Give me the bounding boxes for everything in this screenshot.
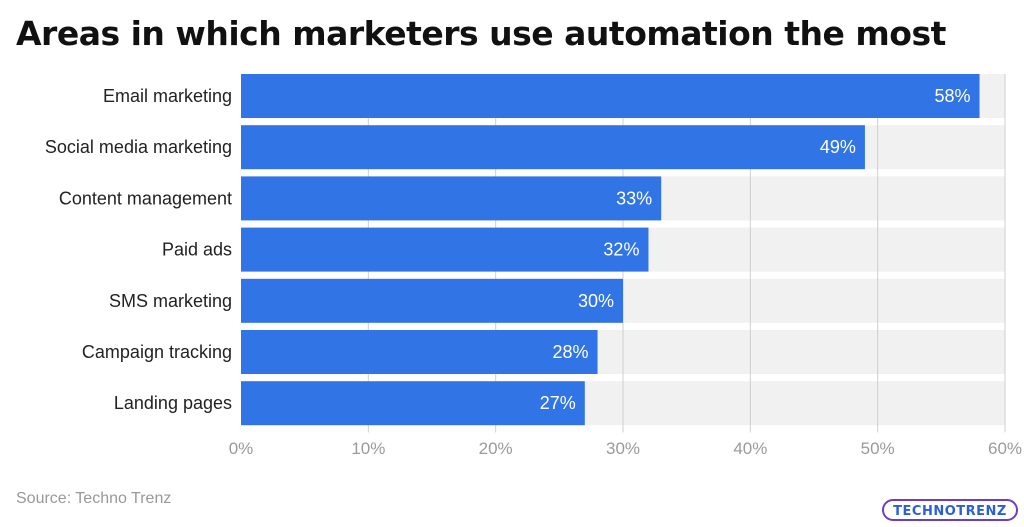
category-label: Landing pages	[114, 393, 232, 413]
x-tick-label: 20%	[479, 439, 513, 458]
bar	[241, 227, 649, 272]
category-label: SMS marketing	[109, 291, 232, 311]
x-tick-label: 10%	[351, 439, 385, 458]
category-label: Paid ads	[162, 240, 232, 260]
x-tick-label: 0%	[229, 439, 254, 458]
source-note: Source: Techno Trenz	[16, 490, 172, 507]
x-tick-label: 40%	[733, 439, 767, 458]
bar	[241, 381, 585, 426]
bar	[241, 176, 662, 221]
value-label: 33%	[616, 188, 652, 208]
bars	[241, 74, 980, 426]
bar-chart: Email marketing Social media marketing Con…	[45, 74, 1022, 458]
category-label: Campaign tracking	[82, 342, 232, 362]
technotrenz-logo[interactable]: TECHNOTRENZ	[882, 498, 1018, 522]
category-label: Email marketing	[103, 86, 232, 106]
value-label: 30%	[578, 291, 614, 311]
svg-text:TECHNOTRENZ: TECHNOTRENZ	[893, 504, 1007, 519]
x-axis-ticks: 0% 10% 20% 30% 40% 50% 60%	[229, 439, 1022, 458]
bar	[241, 278, 623, 323]
category-label: Content management	[59, 188, 232, 208]
x-tick-label: 60%	[988, 439, 1022, 458]
x-tick-label: 50%	[861, 439, 895, 458]
bar	[241, 330, 598, 374]
x-tick-label: 30%	[606, 439, 640, 458]
value-label: 27%	[540, 393, 576, 413]
bar	[241, 74, 980, 118]
value-labels: 58% 49% 33% 32% 30% 28% 27%	[540, 86, 971, 413]
value-label: 32%	[603, 240, 639, 260]
category-labels: Email marketing Social media marketing Con…	[45, 86, 232, 413]
value-label: 28%	[553, 342, 589, 362]
value-label: 49%	[820, 137, 856, 157]
value-label: 58%	[935, 86, 971, 106]
bar	[241, 125, 865, 170]
category-label: Social media marketing	[45, 137, 232, 157]
chart-title: Areas in which marketers use automation …	[16, 14, 946, 53]
